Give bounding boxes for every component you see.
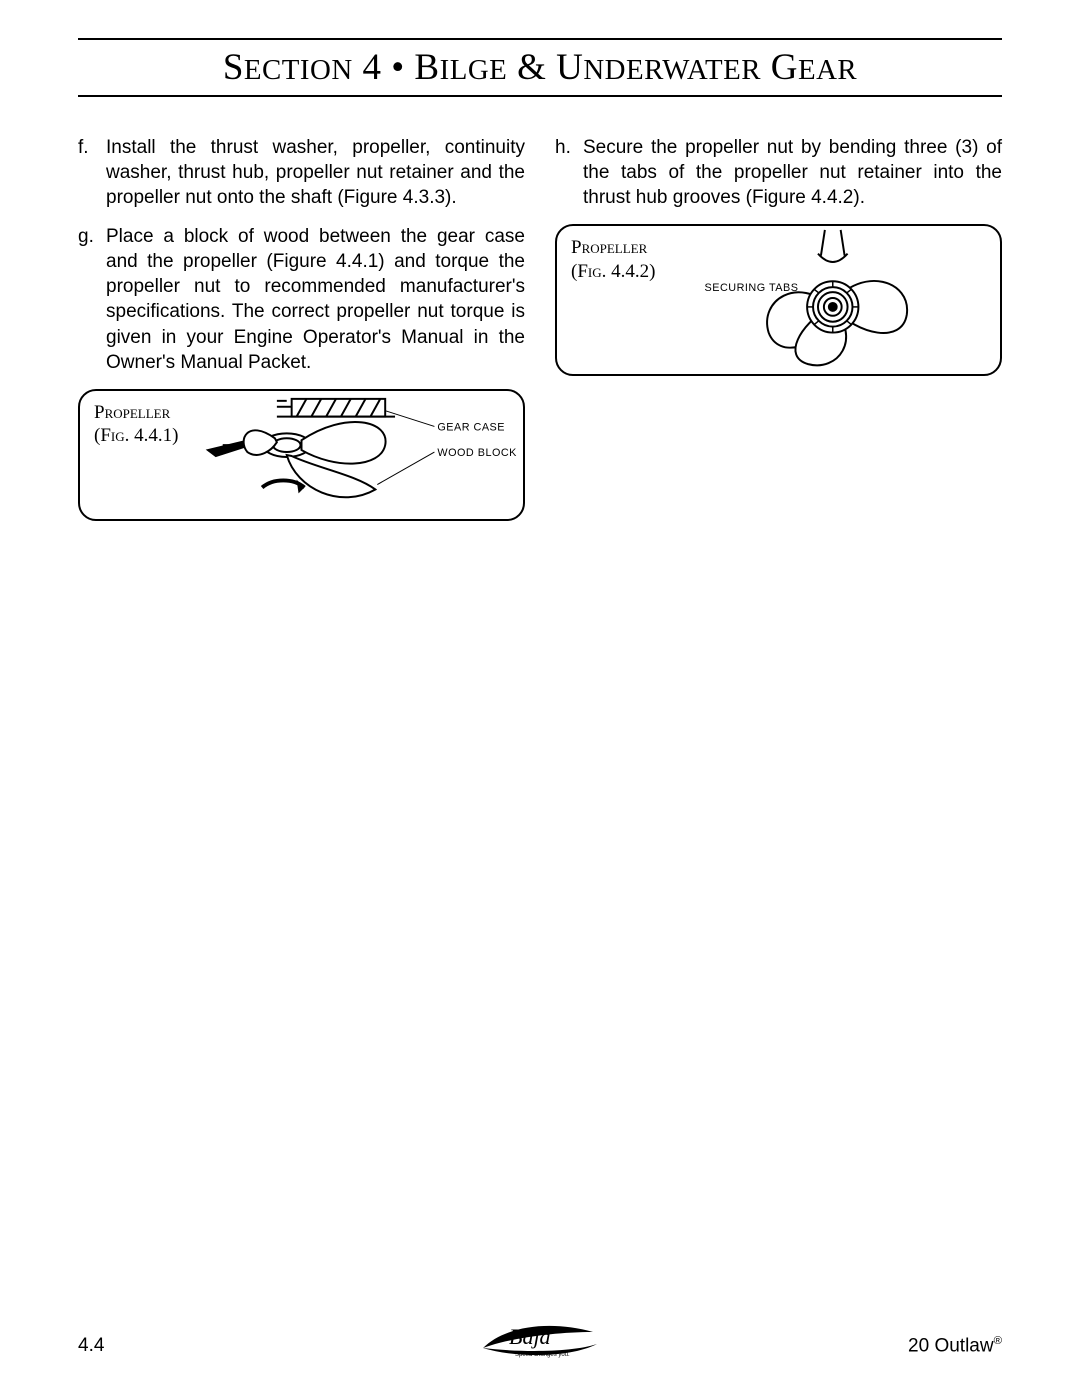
figure-caption-line1: Propeller bbox=[94, 402, 170, 423]
figure-caption: Propeller (Fig. 4.4.1) bbox=[94, 401, 178, 449]
svg-text:Baja: Baja bbox=[509, 1324, 551, 1349]
figure-4-4-1: Propeller (Fig. 4.4.1) bbox=[78, 389, 525, 521]
figure-4-4-2: Propeller (Fig. 4.4.2) bbox=[555, 224, 1002, 376]
step-item: h. Secure the propeller nut by bending t… bbox=[555, 135, 1002, 210]
manual-page: SECTION 4 • BILGE & UNDERWATER GEAR f. I… bbox=[0, 0, 1080, 1397]
right-column: h. Secure the propeller nut by bending t… bbox=[555, 135, 1002, 521]
header-rule-top bbox=[78, 38, 1002, 40]
step-letter: h. bbox=[555, 135, 583, 210]
header-rule-bottom bbox=[78, 95, 1002, 97]
step-text: Secure the propeller nut by bending thre… bbox=[583, 135, 1002, 210]
left-column: f. Install the thrust washer, propeller,… bbox=[78, 135, 525, 521]
step-text: Place a block of wood between the gear c… bbox=[106, 224, 525, 374]
two-column-layout: f. Install the thrust washer, propeller,… bbox=[78, 135, 1002, 521]
step-letter: f. bbox=[78, 135, 106, 210]
brand-logo: Baja Speed changes you. bbox=[475, 1318, 605, 1367]
figure-caption: Propeller (Fig. 4.4.2) bbox=[571, 236, 655, 284]
figure-label: GEAR CASE bbox=[437, 421, 505, 433]
page-number: 4.4 bbox=[78, 1335, 104, 1357]
figure-label: WOOD BLOCK bbox=[437, 447, 517, 459]
baja-logo-icon: Baja Speed changes you. bbox=[475, 1318, 605, 1362]
step-letter: g. bbox=[78, 224, 106, 374]
step-item: g. Place a block of wood between the gea… bbox=[78, 224, 525, 374]
figure-label: SECURING TABS bbox=[705, 282, 799, 294]
svg-text:Speed changes you.: Speed changes you. bbox=[515, 1352, 570, 1358]
step-item: f. Install the thrust washer, propeller,… bbox=[78, 135, 525, 210]
figure-caption-line1: Propeller bbox=[571, 237, 647, 258]
section-title: SECTION 4 • BILGE & UNDERWATER GEAR bbox=[78, 42, 1002, 95]
step-text: Install the thrust washer, propeller, co… bbox=[106, 135, 525, 210]
product-name: 20 Outlaw® bbox=[908, 1335, 1002, 1357]
